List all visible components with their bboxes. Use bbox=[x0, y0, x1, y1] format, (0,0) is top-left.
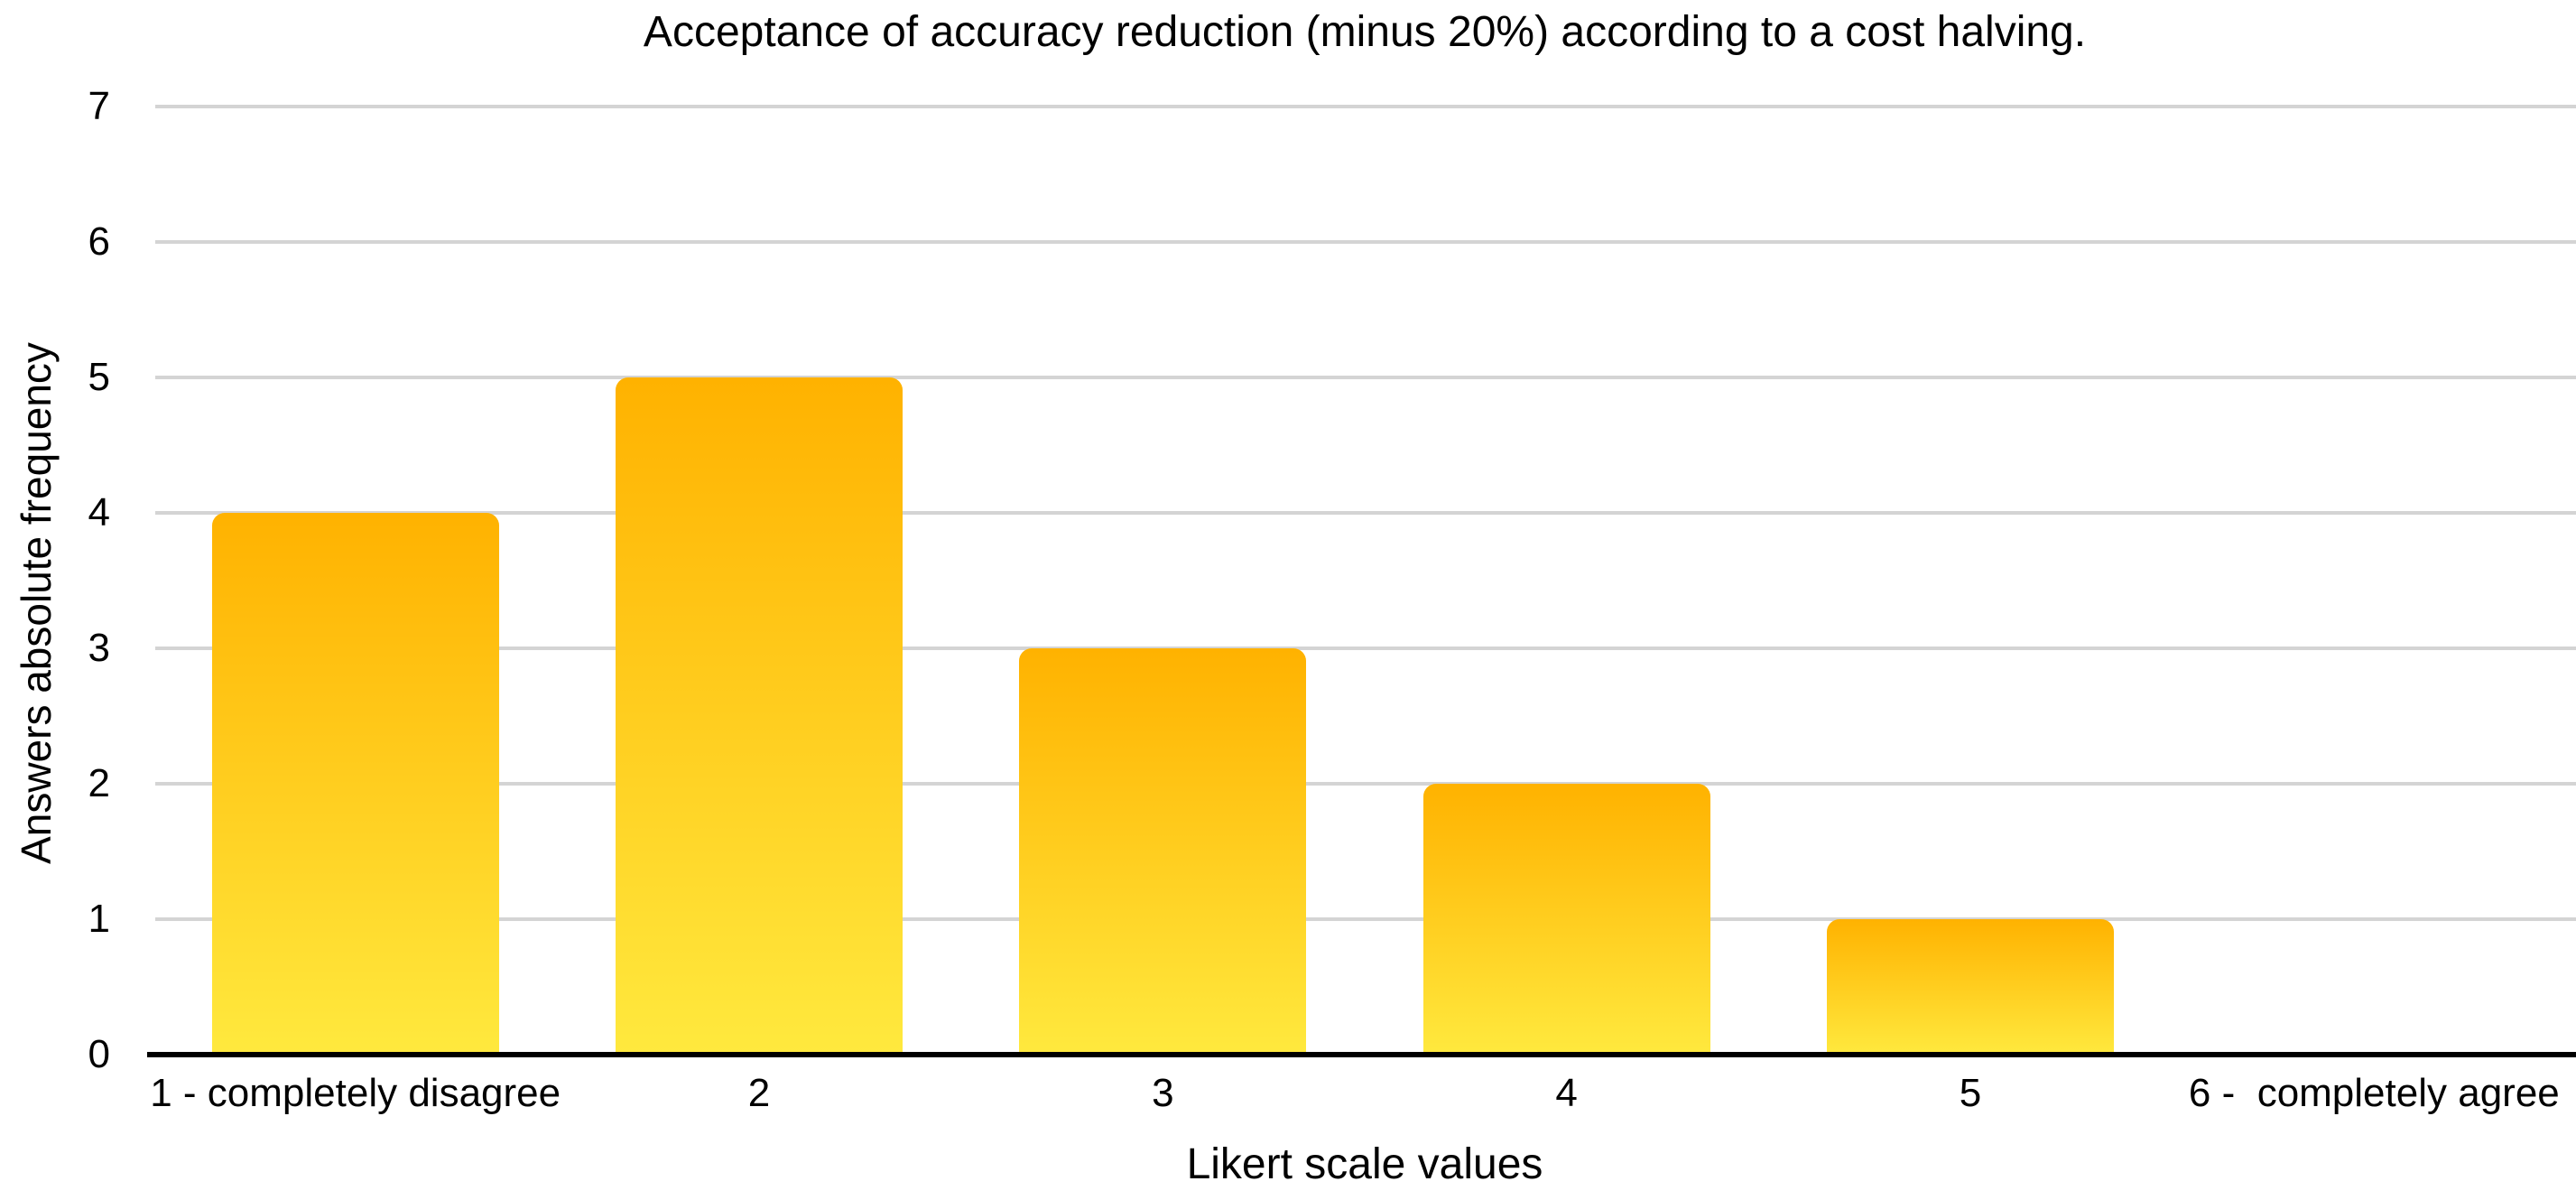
y-tick-label: 0 bbox=[88, 1032, 110, 1076]
y-tick-label: 4 bbox=[88, 490, 110, 535]
y-tick-label: 6 bbox=[88, 219, 110, 264]
gridline bbox=[155, 917, 2576, 921]
gridline bbox=[155, 105, 2576, 108]
x-tick-label: 4 bbox=[1555, 1071, 1578, 1115]
bar bbox=[1827, 919, 2114, 1055]
x-tick-label: 3 bbox=[1152, 1071, 1174, 1115]
bar bbox=[211, 513, 499, 1055]
chart-title: Acceptance of accuracy reduction (minus … bbox=[643, 8, 2087, 56]
x-tick-label: 5 bbox=[1959, 1071, 1982, 1115]
y-tick-label: 7 bbox=[88, 84, 110, 128]
gridline bbox=[155, 647, 2576, 650]
y-tick-label: 2 bbox=[88, 761, 110, 805]
bar bbox=[1019, 648, 1307, 1055]
y-tick-label: 5 bbox=[88, 355, 110, 399]
bar bbox=[616, 377, 903, 1055]
gridline bbox=[155, 511, 2576, 515]
bar bbox=[1422, 784, 1710, 1055]
y-tick-label: 1 bbox=[88, 897, 110, 941]
x-axis-title: Likert scale values bbox=[1186, 1140, 1543, 1188]
gridline bbox=[155, 240, 2576, 244]
gridline bbox=[155, 376, 2576, 379]
x-axis-line bbox=[147, 1052, 2576, 1057]
gridline bbox=[155, 782, 2576, 786]
x-tick-label: 2 bbox=[747, 1071, 771, 1115]
x-tick-label: 1 - completely disagree bbox=[150, 1071, 561, 1115]
x-tick-label: 6 - completely agree bbox=[2188, 1071, 2560, 1115]
y-tick-label: 3 bbox=[88, 626, 110, 670]
